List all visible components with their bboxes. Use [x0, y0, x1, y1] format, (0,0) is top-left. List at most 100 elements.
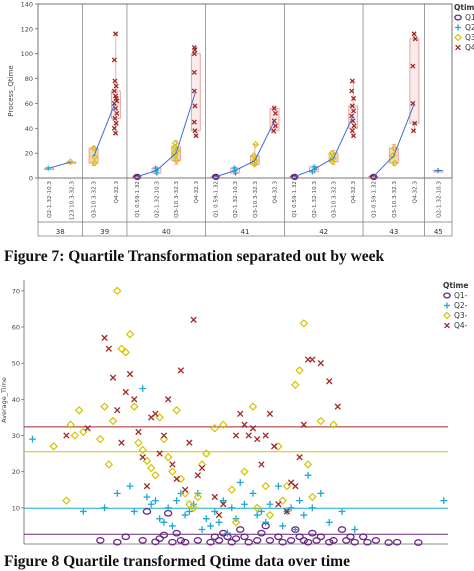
q4-point	[63, 432, 70, 439]
q4-point	[350, 108, 357, 114]
q3-point	[91, 153, 98, 161]
q4-point	[292, 482, 299, 490]
median-line	[294, 115, 354, 178]
q3-point	[197, 460, 207, 469]
figure-7-boxplot: 0 20 40 60 80 100 120 140 Process_Qtime Q2-1.32-1…	[7, 1, 474, 237]
q4-point	[112, 130, 119, 136]
q4-point	[191, 69, 197, 75]
q4-point	[186, 439, 193, 446]
y-tick-label: 40	[12, 396, 20, 404]
q2-point	[440, 497, 448, 505]
q4-point	[181, 486, 189, 493]
q4-point	[143, 482, 151, 490]
legend-entry: Q4-	[454, 321, 468, 330]
q3-point	[113, 286, 122, 296]
q4-point	[254, 435, 261, 443]
q2-point	[101, 504, 108, 512]
category-box	[368, 173, 379, 181]
week-label: 45	[434, 228, 443, 236]
q2-point	[126, 482, 134, 490]
q3-point	[62, 496, 71, 505]
y-tick-label: 60	[25, 100, 33, 108]
q4-point	[249, 425, 257, 432]
q3-point	[70, 431, 80, 440]
q4-point	[412, 36, 418, 42]
q4-point	[118, 439, 125, 446]
y-tick-label: 40	[25, 125, 33, 133]
q2-point	[338, 508, 346, 515]
q4-point	[300, 421, 308, 428]
q4-point	[272, 110, 278, 116]
q4-point	[237, 410, 244, 417]
q3-point	[210, 424, 220, 433]
q1-point	[299, 537, 309, 544]
week-panel: Q2-1.32-10.3 123 10.3-32.3 38	[44, 158, 77, 236]
q2-point	[147, 500, 155, 508]
category-label: Q3-10.3-32.3	[392, 181, 398, 218]
q4-point	[105, 345, 112, 352]
q4-point	[112, 31, 119, 37]
q4-point	[270, 443, 278, 450]
q4-point	[309, 356, 316, 363]
q2-point	[29, 435, 36, 443]
q2-point	[207, 522, 214, 530]
q4-point	[317, 359, 324, 367]
q3-point	[168, 467, 177, 476]
q4-point	[101, 334, 108, 342]
q3-point	[265, 510, 275, 520]
q4-point	[232, 432, 240, 439]
q1-point	[138, 537, 147, 544]
q1-point	[286, 537, 296, 544]
q4-point	[211, 493, 218, 501]
q2-point	[253, 511, 261, 519]
q3-point	[96, 434, 105, 444]
q1-point	[278, 538, 287, 546]
q1-point	[308, 529, 317, 537]
figure-8-caption: Figure 8 Quartile transformed Qtime data…	[4, 553, 350, 570]
q3-point	[90, 144, 98, 152]
q1-point	[337, 526, 347, 533]
q3-point	[303, 460, 313, 469]
q2-point	[152, 497, 159, 505]
q1-point	[265, 537, 275, 544]
q3-point	[91, 159, 98, 167]
category-box	[131, 173, 142, 181]
legend-entry: Q1-	[465, 13, 474, 22]
category-label: Q3-10.3-32.3	[92, 181, 98, 218]
median-line	[372, 103, 415, 178]
category-label: Q1-0.59-1.32	[371, 181, 377, 218]
q3-point	[121, 348, 131, 357]
q1-point	[133, 173, 141, 180]
q4-point	[192, 103, 198, 109]
q3-point	[66, 420, 75, 429]
q3-point	[329, 158, 337, 166]
q3-point	[100, 402, 109, 411]
q1-point	[274, 533, 283, 541]
q3-point	[248, 402, 258, 411]
q3-point	[49, 442, 58, 451]
q2-point	[198, 526, 206, 533]
q2-point	[296, 497, 303, 505]
week-panel: Q1 0.59-1.32 Q2-1.32-10.3 Q3-10.3-32.3 Q4-3…	[126, 4, 201, 236]
q3-point	[67, 158, 74, 166]
q1-point	[96, 537, 105, 544]
category-box	[210, 173, 221, 181]
q1-point	[212, 173, 220, 180]
median-line	[215, 120, 275, 178]
q2-point	[181, 511, 189, 519]
category-label: Q3-10.3-32.3	[253, 181, 259, 218]
q1-point	[371, 537, 381, 544]
q2-point	[164, 504, 172, 512]
category-label: Q2-1.32-10.3	[312, 181, 318, 218]
category-band	[37, 177, 453, 237]
q2-point	[224, 529, 231, 537]
q3-point	[193, 492, 203, 502]
q4-point	[131, 396, 138, 403]
q2-point	[156, 515, 164, 523]
q2-point	[300, 511, 308, 519]
q1-point	[325, 538, 334, 546]
q4-point	[109, 374, 117, 381]
q2-point	[152, 165, 159, 171]
q4-point	[160, 432, 168, 439]
q2-point	[351, 526, 359, 533]
